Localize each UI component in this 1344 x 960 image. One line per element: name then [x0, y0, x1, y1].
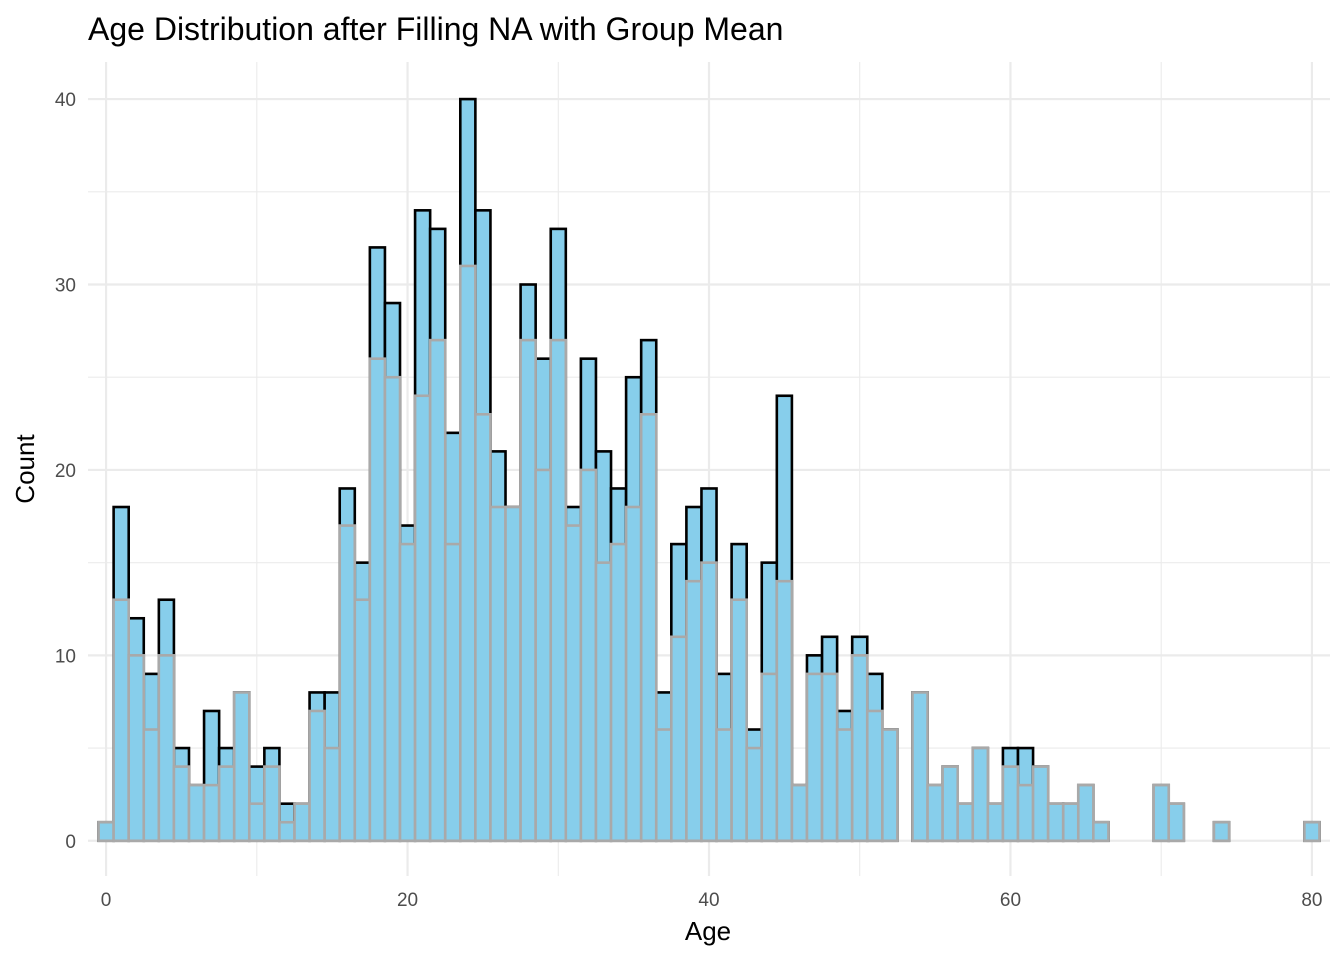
histogram-bar-before [594, 561, 613, 843]
histogram-bar-before [986, 802, 1005, 843]
histogram-bar-before [338, 524, 357, 843]
histogram-bar-before [1092, 820, 1110, 843]
y-tick-label: 30 [55, 276, 76, 297]
histogram-bar-before [1061, 802, 1080, 843]
histogram-bar-before [112, 598, 130, 843]
histogram-bar-before [398, 542, 417, 843]
histogram-bar-before [232, 691, 251, 843]
histogram-bar-before [172, 765, 191, 843]
histogram-bar-before [1167, 802, 1186, 843]
histogram-bar-before [956, 802, 975, 843]
histogram-bar-before [670, 635, 688, 843]
histogram-bar-before [157, 654, 176, 843]
histogram-bar-before [911, 691, 929, 843]
x-tick-label: 40 [698, 890, 719, 911]
histogram-bar-before [383, 375, 402, 843]
histogram-bar-before [1212, 820, 1231, 843]
histogram-bar-before [775, 579, 794, 843]
y-tick-label: 20 [55, 461, 76, 482]
histogram-bar-before [926, 783, 944, 843]
histogram-bar-before [504, 505, 522, 843]
histogram-bar-before [142, 728, 161, 843]
histogram-bar-before [1152, 783, 1171, 843]
histogram-bar-before [549, 338, 568, 843]
histogram-bar-before [639, 413, 658, 843]
histogram-bar-before [368, 357, 387, 843]
bars-before-fill [97, 264, 1321, 843]
histogram-bar-before [609, 542, 628, 843]
y-axis-label: Count [10, 434, 40, 504]
histogram-bar-before [278, 820, 296, 843]
histogram-bar-before [293, 802, 311, 843]
x-tick-label: 80 [1301, 890, 1322, 911]
histogram-bar-before [624, 505, 643, 843]
histogram-bar-before [730, 598, 748, 843]
histogram-bar-before [127, 654, 146, 843]
x-axis-ticks: 0 20 40 60 80 [101, 890, 1323, 911]
histogram-bar-before [323, 746, 342, 843]
histogram-bar-before [971, 746, 990, 843]
histogram-bar-before [685, 579, 703, 843]
histogram-bar-before [247, 802, 266, 843]
histogram-bar-before [413, 394, 432, 843]
chart-title: Age Distribution after Filling NA with G… [88, 11, 783, 47]
histogram-bar-before [187, 783, 206, 843]
histogram-bar-before [564, 524, 583, 843]
histogram-bar-before [1001, 765, 1020, 843]
histogram-bar-before [1046, 802, 1065, 843]
y-axis-ticks: 0 10 20 30 40 [55, 90, 76, 853]
histogram-bar-before [715, 728, 733, 843]
histogram-bar-before [881, 728, 899, 843]
histogram-bar-before [1031, 765, 1050, 843]
histogram-bar-before [519, 338, 537, 843]
histogram-bar-before [941, 765, 960, 843]
histogram-bar-before [865, 709, 884, 843]
histogram-bar-before [579, 468, 598, 843]
histogram-bar-before [489, 505, 507, 843]
histogram-bar-before [700, 561, 718, 843]
histogram-bar-before [263, 765, 281, 843]
histogram-bar-before [458, 264, 477, 843]
x-tick-label: 60 [1000, 890, 1021, 911]
y-tick-label: 10 [55, 646, 76, 667]
histogram-bar-before [1303, 820, 1321, 843]
histogram-bar-before [820, 672, 839, 843]
histogram-bar-before [443, 542, 462, 843]
histogram-bar-before [428, 338, 447, 843]
histogram-bar-before [654, 728, 673, 843]
histogram-bar-before [760, 672, 779, 843]
histogram-bar-before [1016, 783, 1035, 843]
x-tick-label: 0 [101, 890, 112, 911]
histogram-bar-before [353, 598, 372, 843]
y-tick-label: 0 [65, 832, 76, 853]
histogram-bar-before [1076, 783, 1095, 843]
histogram-bar-before [202, 783, 221, 843]
histogram-bar-before [850, 654, 869, 843]
histogram-bar-before [835, 728, 854, 843]
histogram-bar-before [308, 709, 326, 843]
y-tick-label: 40 [55, 90, 76, 111]
histogram-bar-before [474, 413, 492, 843]
histogram-bar-before [745, 746, 764, 843]
x-axis-label: Age [685, 916, 731, 946]
histogram-bar-before [217, 765, 236, 843]
histogram-bar-before [97, 820, 115, 843]
histogram-bar-before [790, 783, 809, 843]
histogram-bar-before [534, 468, 553, 843]
x-tick-label: 20 [397, 890, 418, 911]
histogram-bar-before [805, 672, 824, 843]
